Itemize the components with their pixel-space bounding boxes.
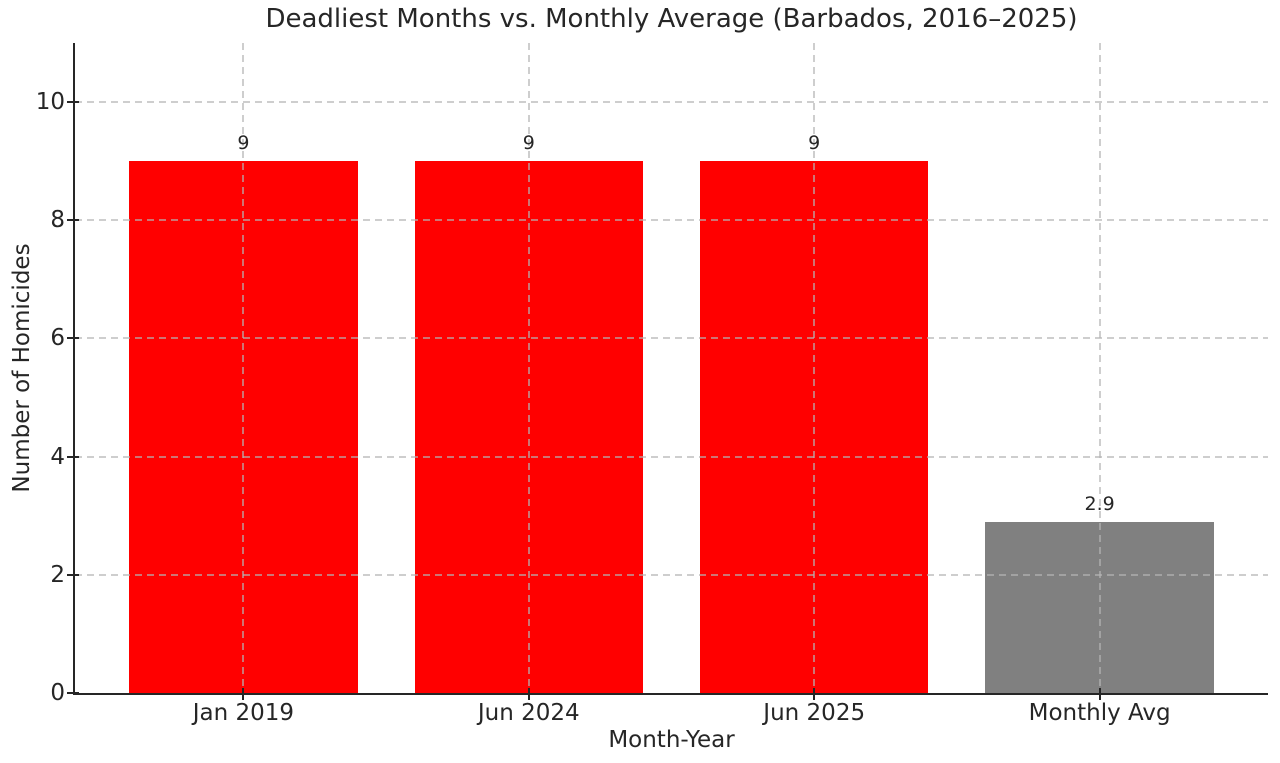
- x-tick-label-jan-2019: Jan 2019: [192, 700, 295, 726]
- x-tick-label-monthly-avg: Monthly Avg: [1028, 700, 1171, 726]
- v-gridline-jun-2025: [813, 43, 816, 693]
- h-gridline-y6: [75, 337, 1268, 340]
- h-gridline-y4: [75, 455, 1268, 458]
- h-gridline-y8: [75, 219, 1268, 222]
- bar-value-label: 9: [808, 132, 821, 155]
- y-tick-label: 4: [50, 443, 65, 470]
- h-gridline-y2: [75, 573, 1268, 576]
- y-tick-label: 2: [50, 561, 65, 588]
- y-tick-label: 0: [50, 680, 65, 706]
- y-tick-mark: [67, 219, 79, 222]
- y-tick-label: 6: [50, 325, 65, 352]
- y-tick-mark: [67, 692, 79, 694]
- plot-area: 9 9 9 2.9: [73, 43, 1268, 695]
- y-tick-mark: [67, 573, 79, 576]
- v-gridline-jan-2019: [242, 43, 245, 693]
- x-tick-label-jun-2025: Jun 2025: [763, 700, 866, 726]
- x-tick-mark: [242, 688, 245, 700]
- bar-value-label: 2.9: [1084, 492, 1115, 515]
- bar-value-label: 9: [522, 132, 535, 155]
- y-tick-mark: [67, 101, 79, 104]
- x-tick-mark: [527, 688, 530, 700]
- y-tick-label: 10: [35, 89, 65, 116]
- bar-value-label: 9: [237, 132, 250, 155]
- chart-title: Deadliest Months vs. Monthly Average (Ba…: [265, 4, 1078, 34]
- h-gridline-y10: [75, 101, 1268, 104]
- x-tick-mark: [1098, 688, 1101, 700]
- y-tick-mark: [67, 455, 79, 458]
- x-tick-mark: [813, 688, 816, 700]
- v-gridline-monthly-avg: [1098, 43, 1101, 693]
- y-tick-mark: [67, 337, 79, 340]
- v-gridline-jun-2024: [527, 43, 530, 693]
- x-tick-label-jun-2024: Jun 2024: [477, 700, 580, 726]
- y-tick-label: 8: [50, 207, 65, 234]
- x-axis-label: Month-Year: [608, 727, 735, 753]
